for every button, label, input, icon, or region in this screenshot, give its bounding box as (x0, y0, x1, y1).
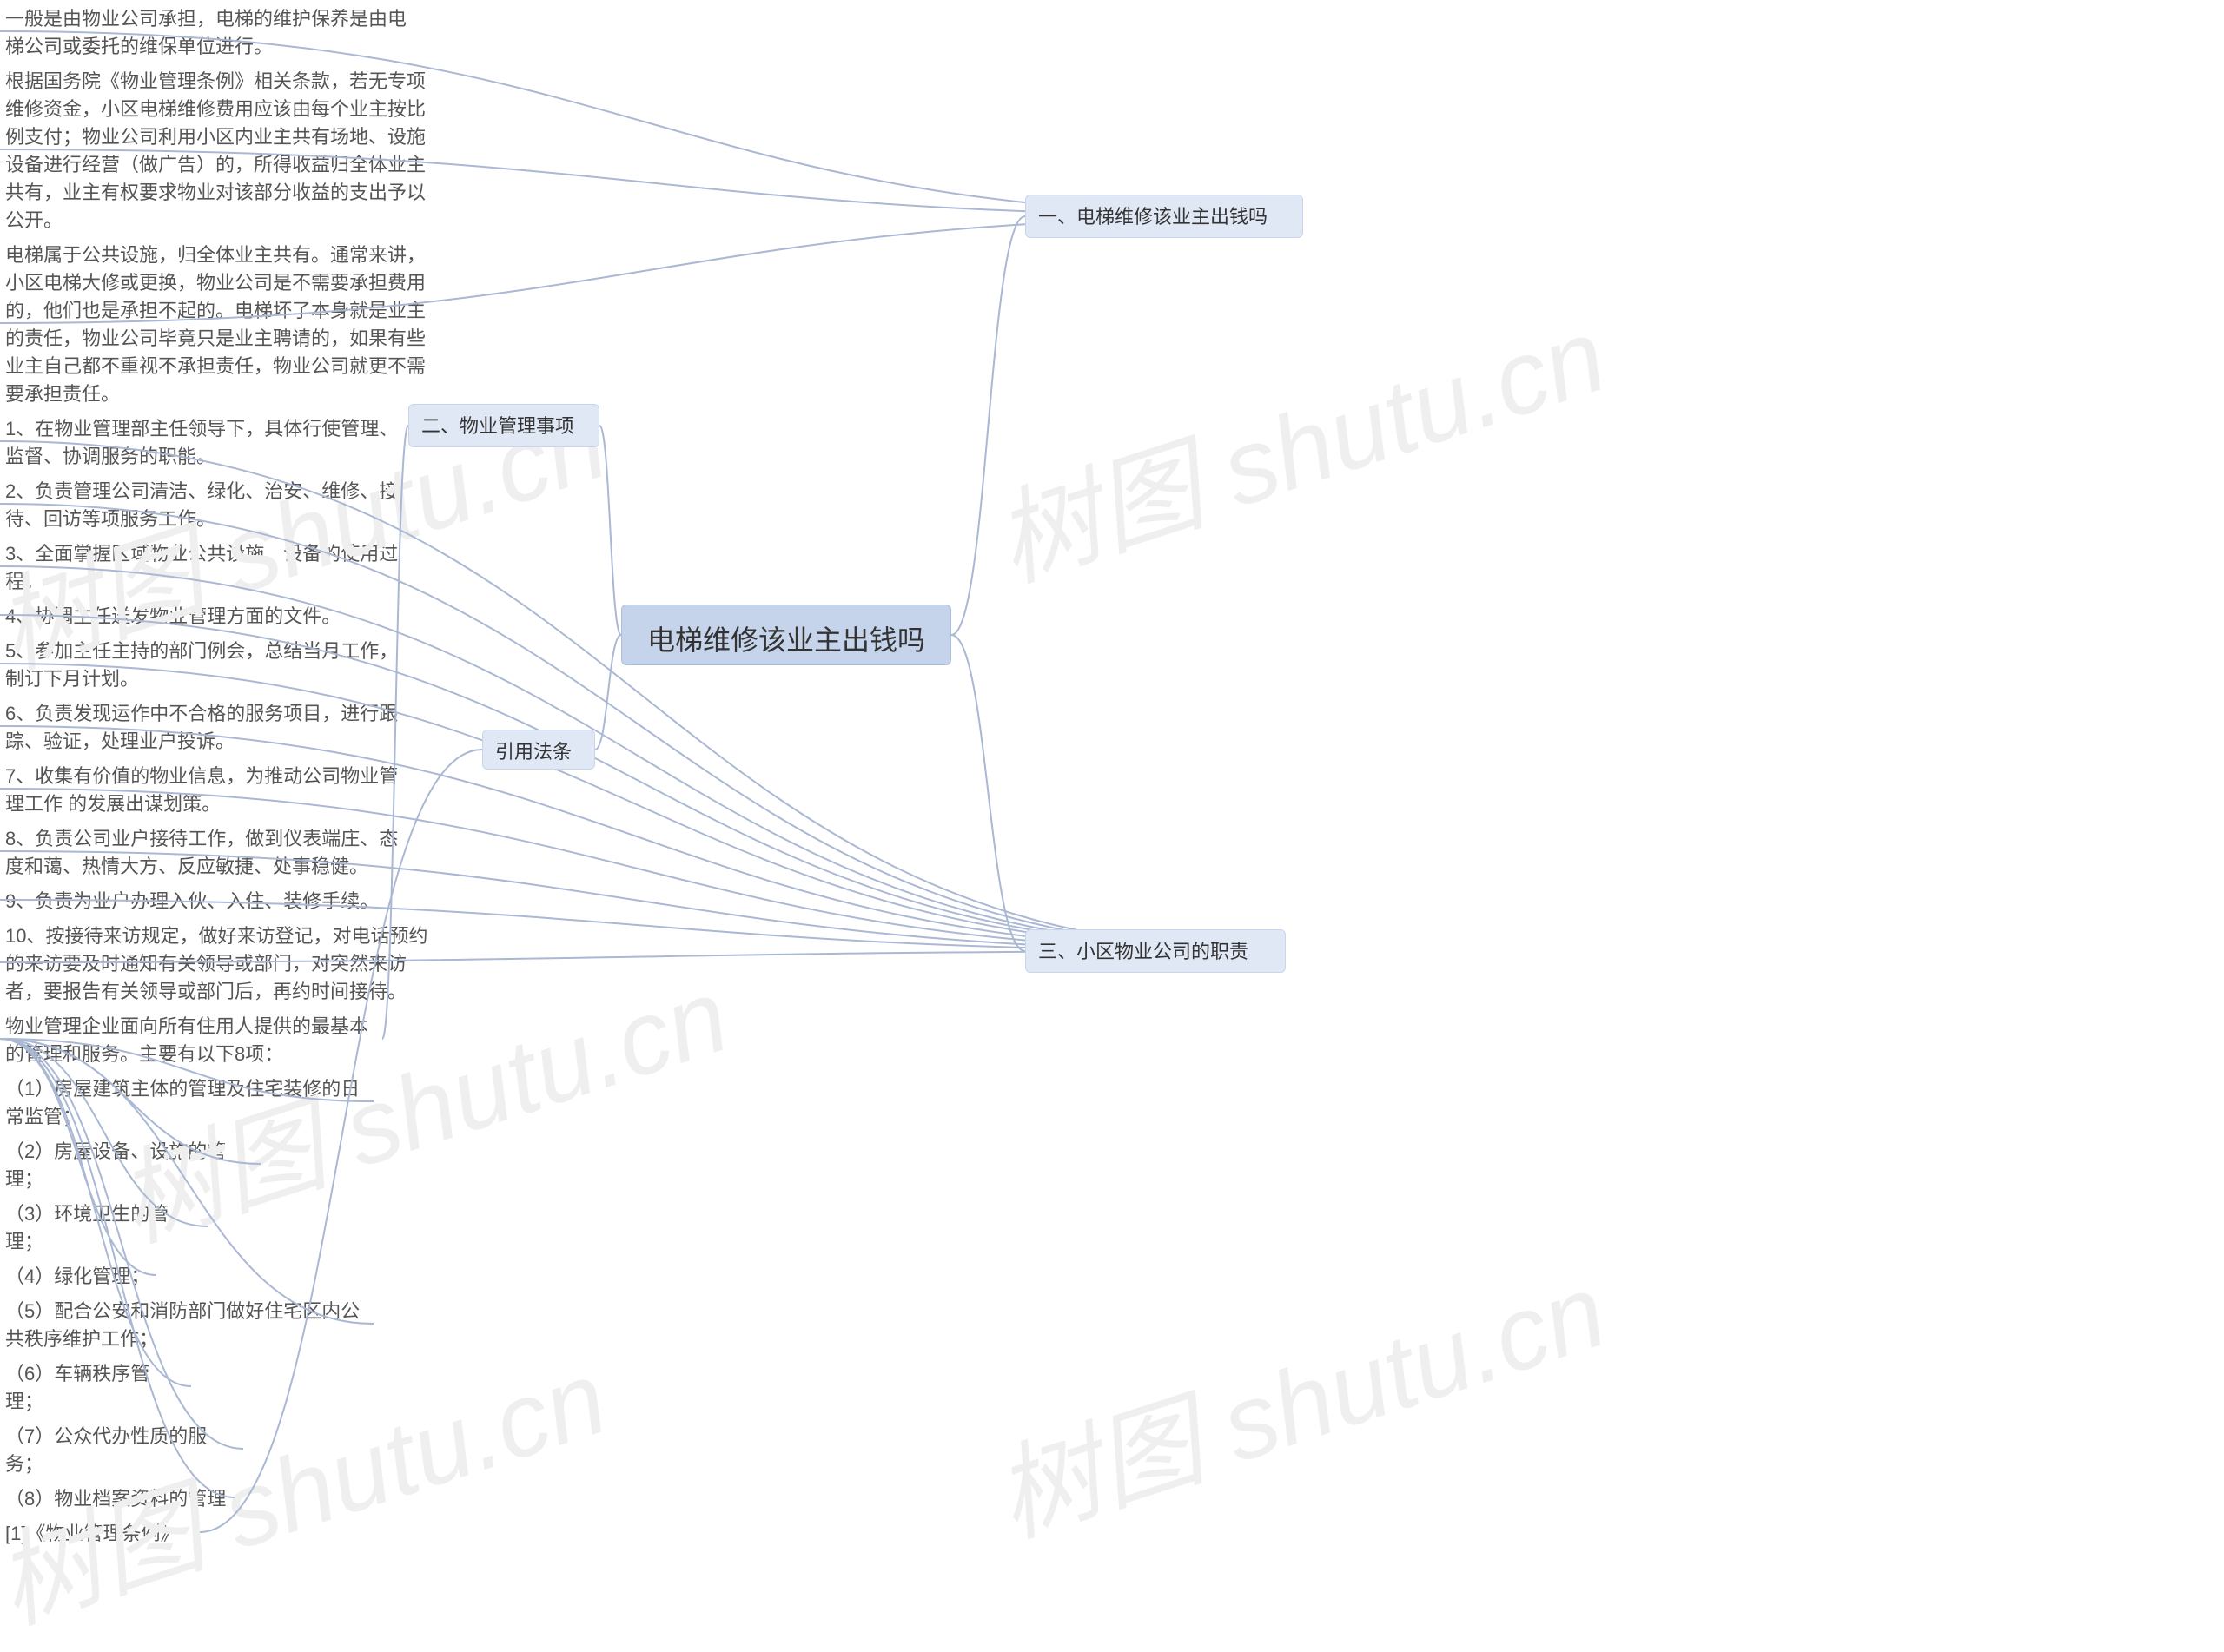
leaf-text: （6）车辆秩序管理； (0, 1355, 191, 1417)
branch-elevator-repair-cost: 一、电梯维修该业主出钱吗 (1025, 195, 1303, 238)
leaf-text: （5）配合公安和消防部门做好住宅区内公共秩序维护工作； (0, 1292, 374, 1355)
watermark: 树图 shutu.cn (974, 271, 1621, 610)
leaf-text: （4）绿化管理； (0, 1258, 156, 1292)
leaf-text: （8）物业档案资料的管理 (0, 1480, 235, 1515)
leaf-text: 根据国务院《物业管理条例》相关条款，若无专项维修资金，小区电梯维修费用应该由每个… (0, 63, 434, 236)
watermark: 树图 shutu.cn (974, 1226, 1621, 1565)
leaf-text: 一般是由物业公司承担，电梯的维护保养是由电梯公司或委托的维保单位进行。 (0, 0, 417, 63)
leaf-text: （2）房屋设备、设施的管理； (0, 1133, 261, 1195)
root-node: 电梯维修该业主出钱吗 (621, 605, 951, 665)
leaf-text: 10、按接待来访规定，做好来访登记，对电话预约的来访要及时通知有关领导或部门，对… (0, 917, 434, 1008)
leaf-text: 4、协调主任送发物业管理方面的文件。 (0, 598, 417, 632)
leaf-text: 6、负责发现运作中不合格的服务项目，进行跟踪、验证，处理业户投诉。 (0, 695, 417, 757)
leaf-text: [1]《物业管理条例》 (0, 1515, 200, 1550)
branch-property-company-duties: 三、小区物业公司的职责 (1025, 929, 1286, 973)
leaf-text: （1）房屋建筑主体的管理及住宅装修的日常监管； (0, 1070, 374, 1133)
leaf-text: （7）公众代办性质的服务； (0, 1417, 243, 1480)
leaf-text: 1、在物业管理部主任领导下，具体行使管理、监督、协调服务的职能。 (0, 410, 417, 472)
leaf-text: 8、负责公司业户接待工作，做到仪表端庄、态度和蔼、热情大方、反应敏捷、处事稳健。 (0, 820, 417, 882)
branch-property-management-items: 二、物业管理事项 (408, 404, 599, 447)
leaf-text: （3）环境卫生的管理； (0, 1195, 208, 1258)
leaf-text: 3、全面掌握区域物业公共设施、设备的使用过程。 (0, 535, 417, 598)
leaf-text: 2、负责管理公司清洁、绿化、治安、维修、接待、回访等项服务工作。 (0, 472, 417, 535)
leaf-mid-text: 物业管理企业面向所有住用人提供的最基本的管理和服务。主要有以下8项： (0, 1008, 382, 1070)
branch-cited-law: 引用法条 (482, 730, 595, 770)
leaf-text: 7、收集有价值的物业信息，为推动公司物业管理工作 的发展出谋划策。 (0, 757, 417, 820)
leaf-text: 9、负责为业户办理入伙、入住、装修手续。 (0, 882, 417, 917)
leaf-text: 5、参加主任主持的部门例会，总结当月工作，制订下月计划。 (0, 632, 417, 695)
leaf-text: 电梯属于公共设施，归全体业主共有。通常来讲，小区电梯大修或更换，物业公司是不需要… (0, 236, 434, 410)
